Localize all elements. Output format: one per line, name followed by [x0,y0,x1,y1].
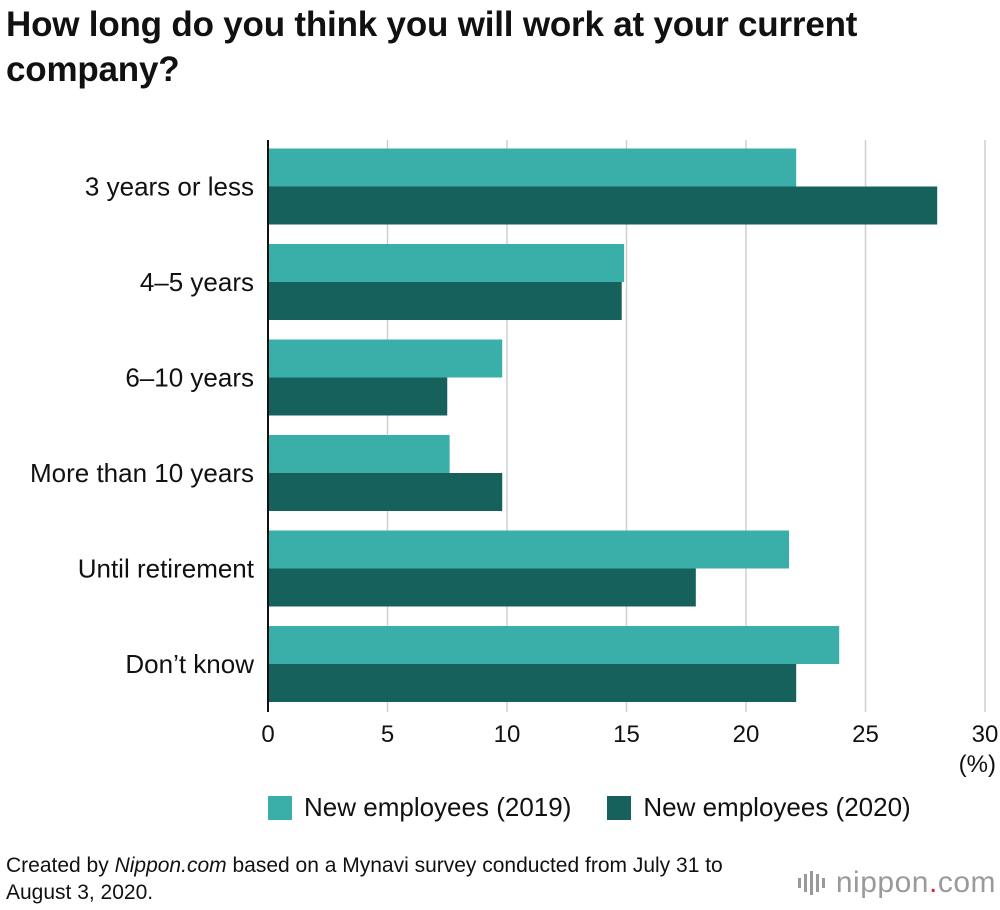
bar-2020 [268,377,448,416]
bar-2019 [268,244,625,282]
logo-dot: . [928,866,938,899]
x-tick-label: 10 [494,721,521,748]
bar-chart: 3 years or less 4–5 years 6–10 years More t… [30,140,998,778]
bar-2020 [268,186,938,225]
source-prefix: Created by [6,854,115,877]
x-tick-label: 5 [381,721,394,748]
category-label: 3 years or less [85,172,254,202]
x-tick-label: 0 [261,721,274,748]
category-label: More than 10 years [30,458,254,488]
bar-2019 [268,530,790,569]
x-unit-label: (%) [959,751,996,778]
source-note: Created by Nippon.com based on a Mynavi … [6,852,766,906]
bar-2019 [268,339,503,378]
bar-2019 [268,626,840,664]
bars [268,148,938,702]
bar-2019 [268,435,450,473]
legend-item-2019: New employees (2019) [268,792,571,823]
legend: New employees (2019) New employees (2020… [268,792,947,823]
legend-label-2020: New employees (2020) [643,792,911,822]
legend-item-2020: New employees (2020) [607,792,911,823]
category-label: 6–10 years [125,363,254,393]
logo-mark-icon [797,871,828,895]
bar-2019 [268,148,797,187]
category-label: Until retirement [78,554,255,584]
bar-2020 [268,473,503,511]
legend-swatch-2020 [607,795,632,820]
source-site: Nippon.com [114,854,227,877]
legend-label-2019: New employees (2019) [304,792,572,822]
source-suffix: based on a Mynavi survey conducted from … [6,854,723,904]
chart-title: How long do you think you will work at y… [6,5,858,89]
gridlines [386,140,986,712]
bar-2020 [268,664,797,702]
x-tick-label: 20 [733,721,760,748]
nippon-logo: nippon. com [797,866,996,900]
x-tick-label: 15 [613,721,640,748]
x-tick-labels: 0 5 10 15 20 25 30 [261,721,998,748]
x-tick-label: 30 [972,721,999,748]
bar-2020 [268,568,696,607]
logo-tld: com [937,866,996,899]
logo-name: nippon [835,866,929,899]
category-label: 4–5 years [140,267,254,297]
category-labels: 3 years or less 4–5 years 6–10 years More t… [30,172,255,680]
category-label: Don’t know [125,649,254,679]
x-tick-label: 25 [852,721,879,748]
bar-2020 [268,282,622,320]
legend-swatch-2019 [268,795,292,820]
